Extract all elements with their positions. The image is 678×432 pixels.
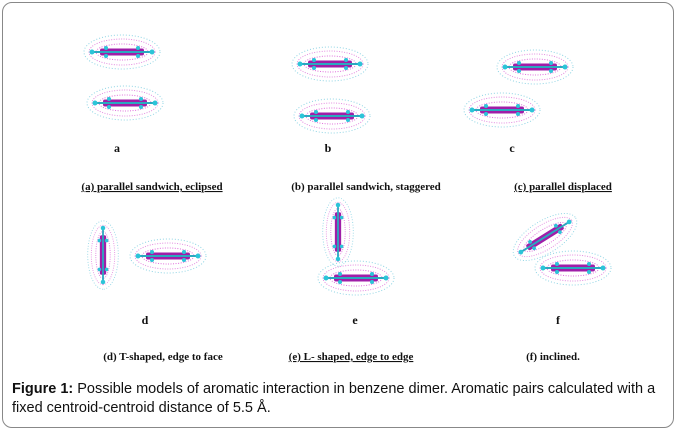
molecule bbox=[535, 251, 611, 285]
panel-caption: (c) parallel displaced bbox=[514, 181, 612, 193]
caption-text: Possible models of aromatic interaction … bbox=[12, 381, 655, 416]
panel-letter: c bbox=[509, 141, 515, 155]
molecule bbox=[84, 35, 160, 69]
figure-label: Figure 1: bbox=[12, 381, 73, 397]
molecule bbox=[464, 93, 540, 127]
molecule bbox=[87, 86, 163, 120]
molecule bbox=[292, 47, 368, 81]
panel-caption: (b) parallel sandwich, staggered bbox=[291, 181, 441, 193]
panel-letter: f bbox=[556, 313, 561, 327]
panel-caption: (e) L- shaped, edge to edge bbox=[289, 351, 414, 363]
panel-letter: d bbox=[142, 313, 149, 327]
panel-letter: a bbox=[114, 141, 120, 155]
molecule bbox=[88, 221, 119, 289]
panel-letter: e bbox=[352, 313, 358, 327]
panel-caption: (f) inclined. bbox=[526, 351, 580, 363]
figure: a b c d e f (a) parallel sandwich, eclip… bbox=[0, 0, 678, 432]
molecule bbox=[130, 239, 206, 273]
molecule bbox=[294, 99, 370, 133]
molecule bbox=[497, 50, 573, 84]
molecule bbox=[318, 261, 394, 295]
figure-caption: Figure 1: Possible models of aromatic in… bbox=[12, 380, 668, 418]
molecule bbox=[506, 204, 584, 270]
panel-caption: (a) parallel sandwich, eclipsed bbox=[81, 181, 222, 193]
page: a b c d e f (a) parallel sandwich, eclip… bbox=[0, 0, 678, 432]
panel-letter: b bbox=[325, 141, 332, 155]
molecule bbox=[323, 198, 354, 266]
panel-caption: (d) T-shaped, edge to face bbox=[103, 351, 223, 363]
